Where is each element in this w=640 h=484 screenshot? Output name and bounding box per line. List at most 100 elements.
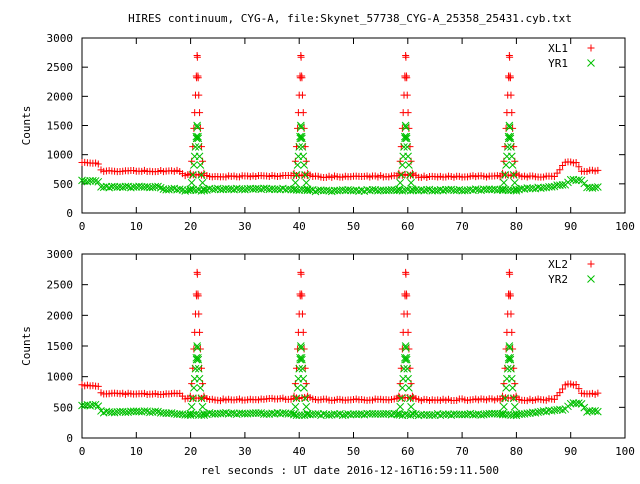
x-tick-label: 50 bbox=[347, 220, 360, 233]
point bbox=[299, 109, 307, 117]
point bbox=[196, 384, 205, 392]
point bbox=[301, 171, 310, 179]
point bbox=[507, 91, 515, 99]
y-tick-label: 0 bbox=[66, 432, 73, 445]
point bbox=[303, 185, 312, 194]
point bbox=[425, 411, 434, 419]
point bbox=[295, 411, 304, 420]
point bbox=[509, 171, 518, 179]
point bbox=[559, 385, 567, 393]
series-YR2 bbox=[78, 342, 602, 420]
point bbox=[251, 409, 260, 417]
point bbox=[338, 186, 347, 194]
point bbox=[197, 394, 206, 403]
point bbox=[193, 121, 201, 130]
point bbox=[501, 171, 509, 179]
point bbox=[502, 384, 510, 392]
point bbox=[187, 178, 196, 187]
point bbox=[302, 178, 311, 187]
point bbox=[304, 169, 312, 177]
legend-marker bbox=[587, 275, 595, 283]
point bbox=[396, 402, 405, 411]
point bbox=[498, 185, 507, 194]
x-tick-label: 50 bbox=[347, 445, 360, 458]
point bbox=[194, 134, 203, 143]
point bbox=[300, 161, 308, 169]
point bbox=[397, 171, 406, 179]
point bbox=[398, 384, 407, 392]
point bbox=[479, 185, 488, 194]
point bbox=[506, 355, 515, 364]
point bbox=[558, 180, 567, 189]
point bbox=[193, 343, 202, 352]
point bbox=[402, 132, 411, 141]
point bbox=[403, 310, 411, 318]
point bbox=[154, 182, 162, 191]
point bbox=[403, 364, 412, 373]
point bbox=[193, 342, 201, 350]
x-tick-label: 70 bbox=[455, 445, 468, 458]
point bbox=[295, 364, 304, 373]
point bbox=[341, 186, 350, 195]
point bbox=[507, 310, 515, 318]
point bbox=[594, 166, 602, 174]
point bbox=[547, 183, 556, 191]
y-tick-label: 0 bbox=[66, 207, 73, 220]
point bbox=[311, 187, 320, 196]
point bbox=[398, 161, 407, 169]
point bbox=[574, 399, 583, 407]
point bbox=[281, 185, 290, 194]
point bbox=[297, 53, 305, 61]
point bbox=[507, 364, 515, 373]
x-tick-label: 60 bbox=[401, 445, 414, 458]
point bbox=[402, 53, 410, 61]
point bbox=[501, 394, 509, 403]
point bbox=[197, 171, 206, 179]
point bbox=[298, 134, 306, 143]
point bbox=[498, 409, 507, 418]
point bbox=[298, 91, 306, 99]
point bbox=[405, 161, 413, 169]
x-tick-label: 80 bbox=[510, 445, 523, 458]
point bbox=[291, 402, 300, 411]
point bbox=[485, 409, 494, 418]
x-tick-label: 90 bbox=[564, 445, 577, 458]
point bbox=[404, 109, 412, 117]
legend-marker bbox=[587, 44, 595, 52]
point bbox=[175, 185, 184, 194]
point bbox=[292, 171, 301, 179]
point bbox=[575, 385, 583, 393]
point bbox=[402, 270, 410, 278]
x-tick-label: 10 bbox=[130, 220, 143, 233]
y-tick-label: 2000 bbox=[47, 309, 74, 322]
point bbox=[512, 169, 520, 177]
point bbox=[400, 364, 408, 373]
point bbox=[503, 364, 512, 373]
point bbox=[408, 409, 417, 418]
point bbox=[290, 185, 298, 194]
x-tick-label: 30 bbox=[238, 445, 251, 458]
y-tick-label: 2500 bbox=[47, 279, 74, 292]
legend-label: XL2 bbox=[548, 258, 568, 271]
plot-panel-2: 0 10 20 30 40 50 60 70 80 90 100050010001500200025… bbox=[20, 248, 635, 458]
x-tick-label: 60 bbox=[401, 220, 414, 233]
point bbox=[196, 161, 205, 169]
point bbox=[505, 343, 514, 352]
point bbox=[506, 292, 514, 300]
point bbox=[298, 310, 306, 318]
point bbox=[508, 328, 516, 336]
point bbox=[293, 161, 302, 169]
point bbox=[404, 374, 412, 383]
point bbox=[403, 143, 412, 151]
point bbox=[195, 374, 204, 383]
point bbox=[397, 394, 406, 403]
x-tick-label: 10 bbox=[130, 445, 143, 458]
legend-label: YR1 bbox=[548, 57, 568, 70]
point bbox=[86, 177, 94, 185]
point bbox=[593, 407, 602, 416]
point bbox=[195, 310, 203, 318]
x-tick-label: 90 bbox=[564, 220, 577, 233]
point bbox=[406, 171, 414, 179]
point bbox=[508, 109, 516, 117]
